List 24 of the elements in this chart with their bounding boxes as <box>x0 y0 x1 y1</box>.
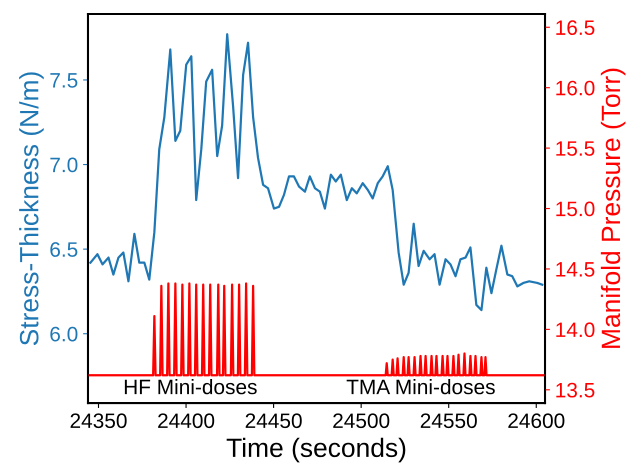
x-axis-title: Time (seconds) <box>226 438 406 462</box>
x-tick-label: 24600 <box>508 413 564 428</box>
x-tick-label: 24400 <box>158 413 214 428</box>
x-tick-label: 24450 <box>246 413 302 428</box>
annotation: TMA Mini-doses <box>346 379 495 394</box>
x-tick-label: 24550 <box>420 413 477 428</box>
y2-tick-label: 16.5 <box>556 20 594 36</box>
line-series <box>88 282 546 376</box>
y-tick-label: 7.5 <box>50 73 78 88</box>
y2-tick-label: 13.5 <box>556 382 594 398</box>
y2-tick-label: 14.0 <box>556 322 594 338</box>
y-axis-title: Stress-Thickness (N/m) <box>19 72 44 346</box>
y2-tick-label: 15.0 <box>556 202 594 216</box>
line-series <box>89 33 544 312</box>
y2-tick-label: 16.0 <box>556 80 594 96</box>
y2-tick-label: 15.5 <box>556 141 594 156</box>
y2-tick-label: 14.5 <box>556 262 594 277</box>
y-tick-label: 6.0 <box>50 326 78 342</box>
y-tick-label: 6.5 <box>50 242 78 257</box>
x-tick-label: 24500 <box>333 413 390 428</box>
x-tick-label: 24350 <box>70 413 127 428</box>
y2-axis-title: Manifold Pressure (Torr) <box>600 68 626 348</box>
annotation: HF Mini-doses <box>124 379 257 394</box>
y-tick-label: 7.0 <box>50 158 78 172</box>
